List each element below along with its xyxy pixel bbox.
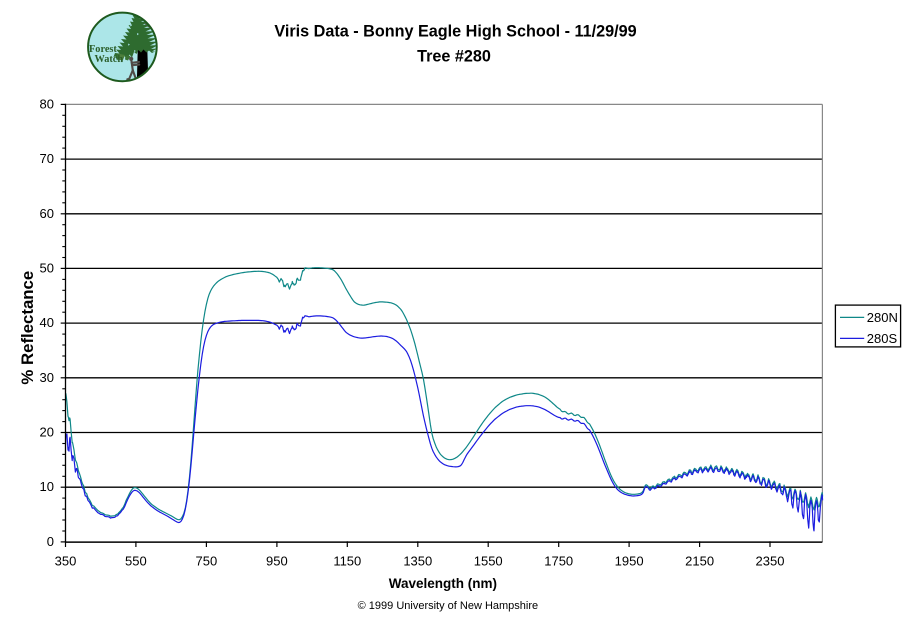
- svg-text:350: 350: [55, 554, 77, 569]
- svg-text:1950: 1950: [615, 554, 644, 569]
- svg-text:1350: 1350: [403, 554, 432, 569]
- svg-text:Wavelength (nm): Wavelength (nm): [389, 576, 497, 591]
- svg-text:280S: 280S: [867, 331, 898, 346]
- svg-text:750: 750: [196, 554, 218, 569]
- svg-text:1150: 1150: [333, 554, 361, 569]
- svg-text:Viris Data - Bonny Eagle High: Viris Data - Bonny Eagle High School - 1…: [274, 22, 636, 40]
- svg-text:2350: 2350: [756, 554, 785, 569]
- svg-text:1550: 1550: [474, 554, 503, 569]
- svg-text:80: 80: [40, 96, 54, 111]
- svg-text:950: 950: [266, 554, 288, 569]
- svg-text:550: 550: [125, 554, 147, 569]
- svg-text:2150: 2150: [685, 554, 714, 569]
- svg-text:© 1999 University of New Hamps: © 1999 University of New Hampshire: [358, 600, 539, 612]
- svg-text:280N: 280N: [867, 310, 898, 325]
- svg-text:30: 30: [40, 370, 54, 385]
- svg-text:20: 20: [40, 425, 54, 440]
- svg-text:Tree #280: Tree #280: [417, 48, 491, 66]
- svg-text:10: 10: [40, 479, 54, 494]
- svg-text:Forest: Forest: [89, 44, 117, 55]
- svg-text:40: 40: [40, 315, 54, 330]
- svg-text:50: 50: [40, 260, 54, 275]
- svg-text:60: 60: [40, 206, 54, 221]
- svg-text:1750: 1750: [544, 554, 573, 569]
- svg-text:0: 0: [47, 534, 54, 549]
- svg-text:% Reflectance: % Reflectance: [18, 271, 37, 385]
- svg-text:Watch: Watch: [95, 54, 124, 65]
- svg-text:70: 70: [40, 151, 54, 166]
